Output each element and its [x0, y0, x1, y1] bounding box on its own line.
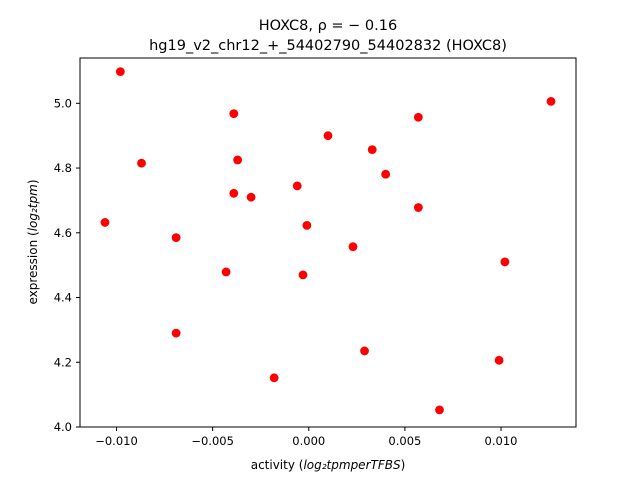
data-point-21: [413, 203, 423, 212]
y-tick-label: 4.4: [54, 291, 72, 305]
data-point-18: [367, 145, 377, 155]
chart-title-line1: HOXC8, ρ = − 0.16: [259, 18, 397, 34]
data-point-24: [500, 257, 510, 267]
y-tick-label: 4.2: [54, 355, 72, 369]
data-point-3: [100, 218, 110, 227]
data-point-20: [413, 112, 423, 122]
data-point-19: [381, 169, 391, 179]
y-tick-label: 4.8: [54, 161, 72, 175]
x-tick-label: 0.010: [485, 434, 518, 448]
data-point-10: [246, 192, 256, 202]
data-point-14: [302, 220, 312, 230]
data-point-16: [348, 242, 358, 252]
data-point-22: [435, 405, 444, 415]
data-point-6: [221, 267, 231, 277]
plot-frame: [79, 57, 577, 428]
data-point-4: [171, 233, 181, 243]
y-axis-label: expression (log₂tpm): [26, 179, 40, 304]
x-tick-label: 0.005: [388, 434, 421, 448]
data-point-11: [269, 373, 279, 383]
data-point-7: [229, 109, 239, 119]
data-point-17: [360, 346, 369, 356]
y-tick-label: 4.6: [54, 226, 72, 240]
data-point-5: [171, 328, 181, 338]
data-point-13: [298, 270, 308, 280]
data-point-23: [494, 355, 504, 365]
data-point-2: [137, 158, 146, 168]
data-point-1: [115, 67, 125, 76]
data-point-9: [229, 188, 239, 198]
data-point-25: [546, 96, 556, 106]
points-layer: [100, 67, 556, 415]
y-tick-label: 4.0: [54, 420, 72, 434]
data-point-15: [323, 131, 333, 141]
x-tick-label: −0.010: [95, 434, 138, 448]
x-tick-label: −0.005: [191, 434, 234, 448]
x-tick-label: 0.000: [292, 434, 325, 448]
chart-title-line2: hg19_v2_chr12_+_54402790_54402832 (HOXC8…: [149, 38, 507, 54]
y-tick-label: 5.0: [54, 96, 72, 110]
data-point-8: [233, 155, 243, 165]
ticks-layer: −0.010 −0.005 0.000 0.005 0.010 4.0 4.2 4.4 4.6 4…: [54, 96, 518, 448]
x-axis-label: activity (log₂tpmperTFBS): [251, 458, 406, 472]
data-point-12: [292, 181, 302, 191]
